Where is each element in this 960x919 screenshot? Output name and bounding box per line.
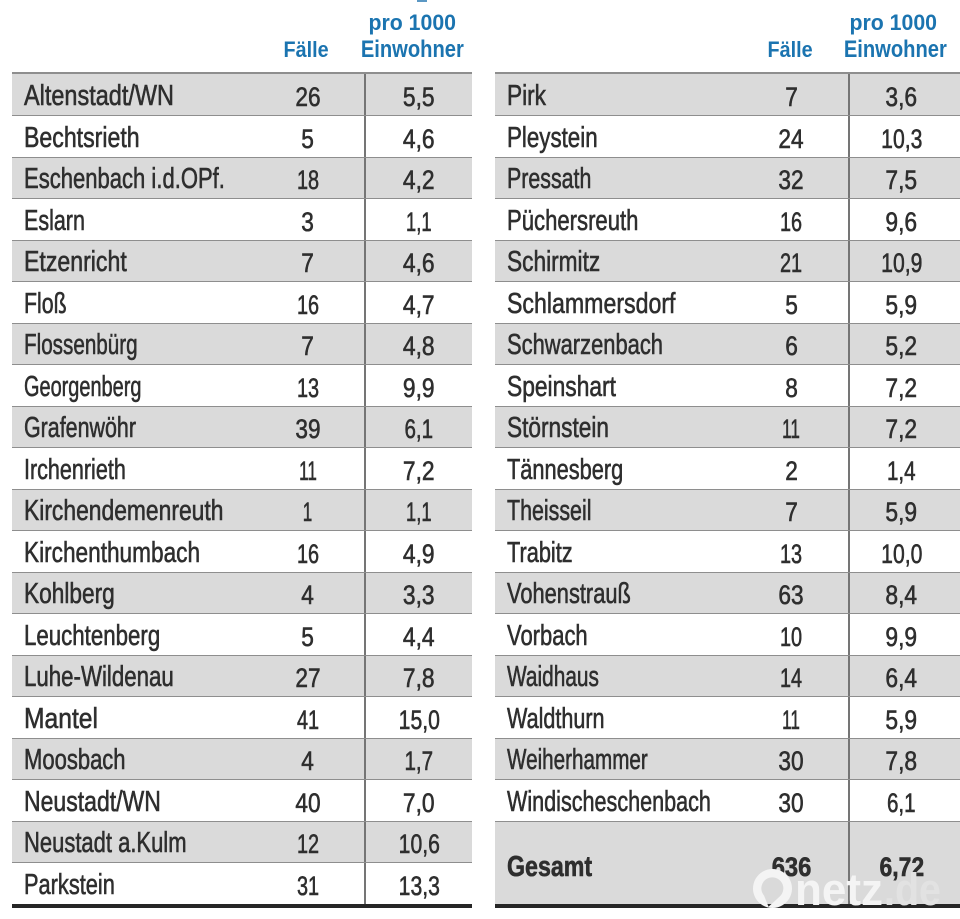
svg-text:.de: .de — [884, 864, 941, 915]
svg-text:netz: netz — [795, 864, 883, 915]
